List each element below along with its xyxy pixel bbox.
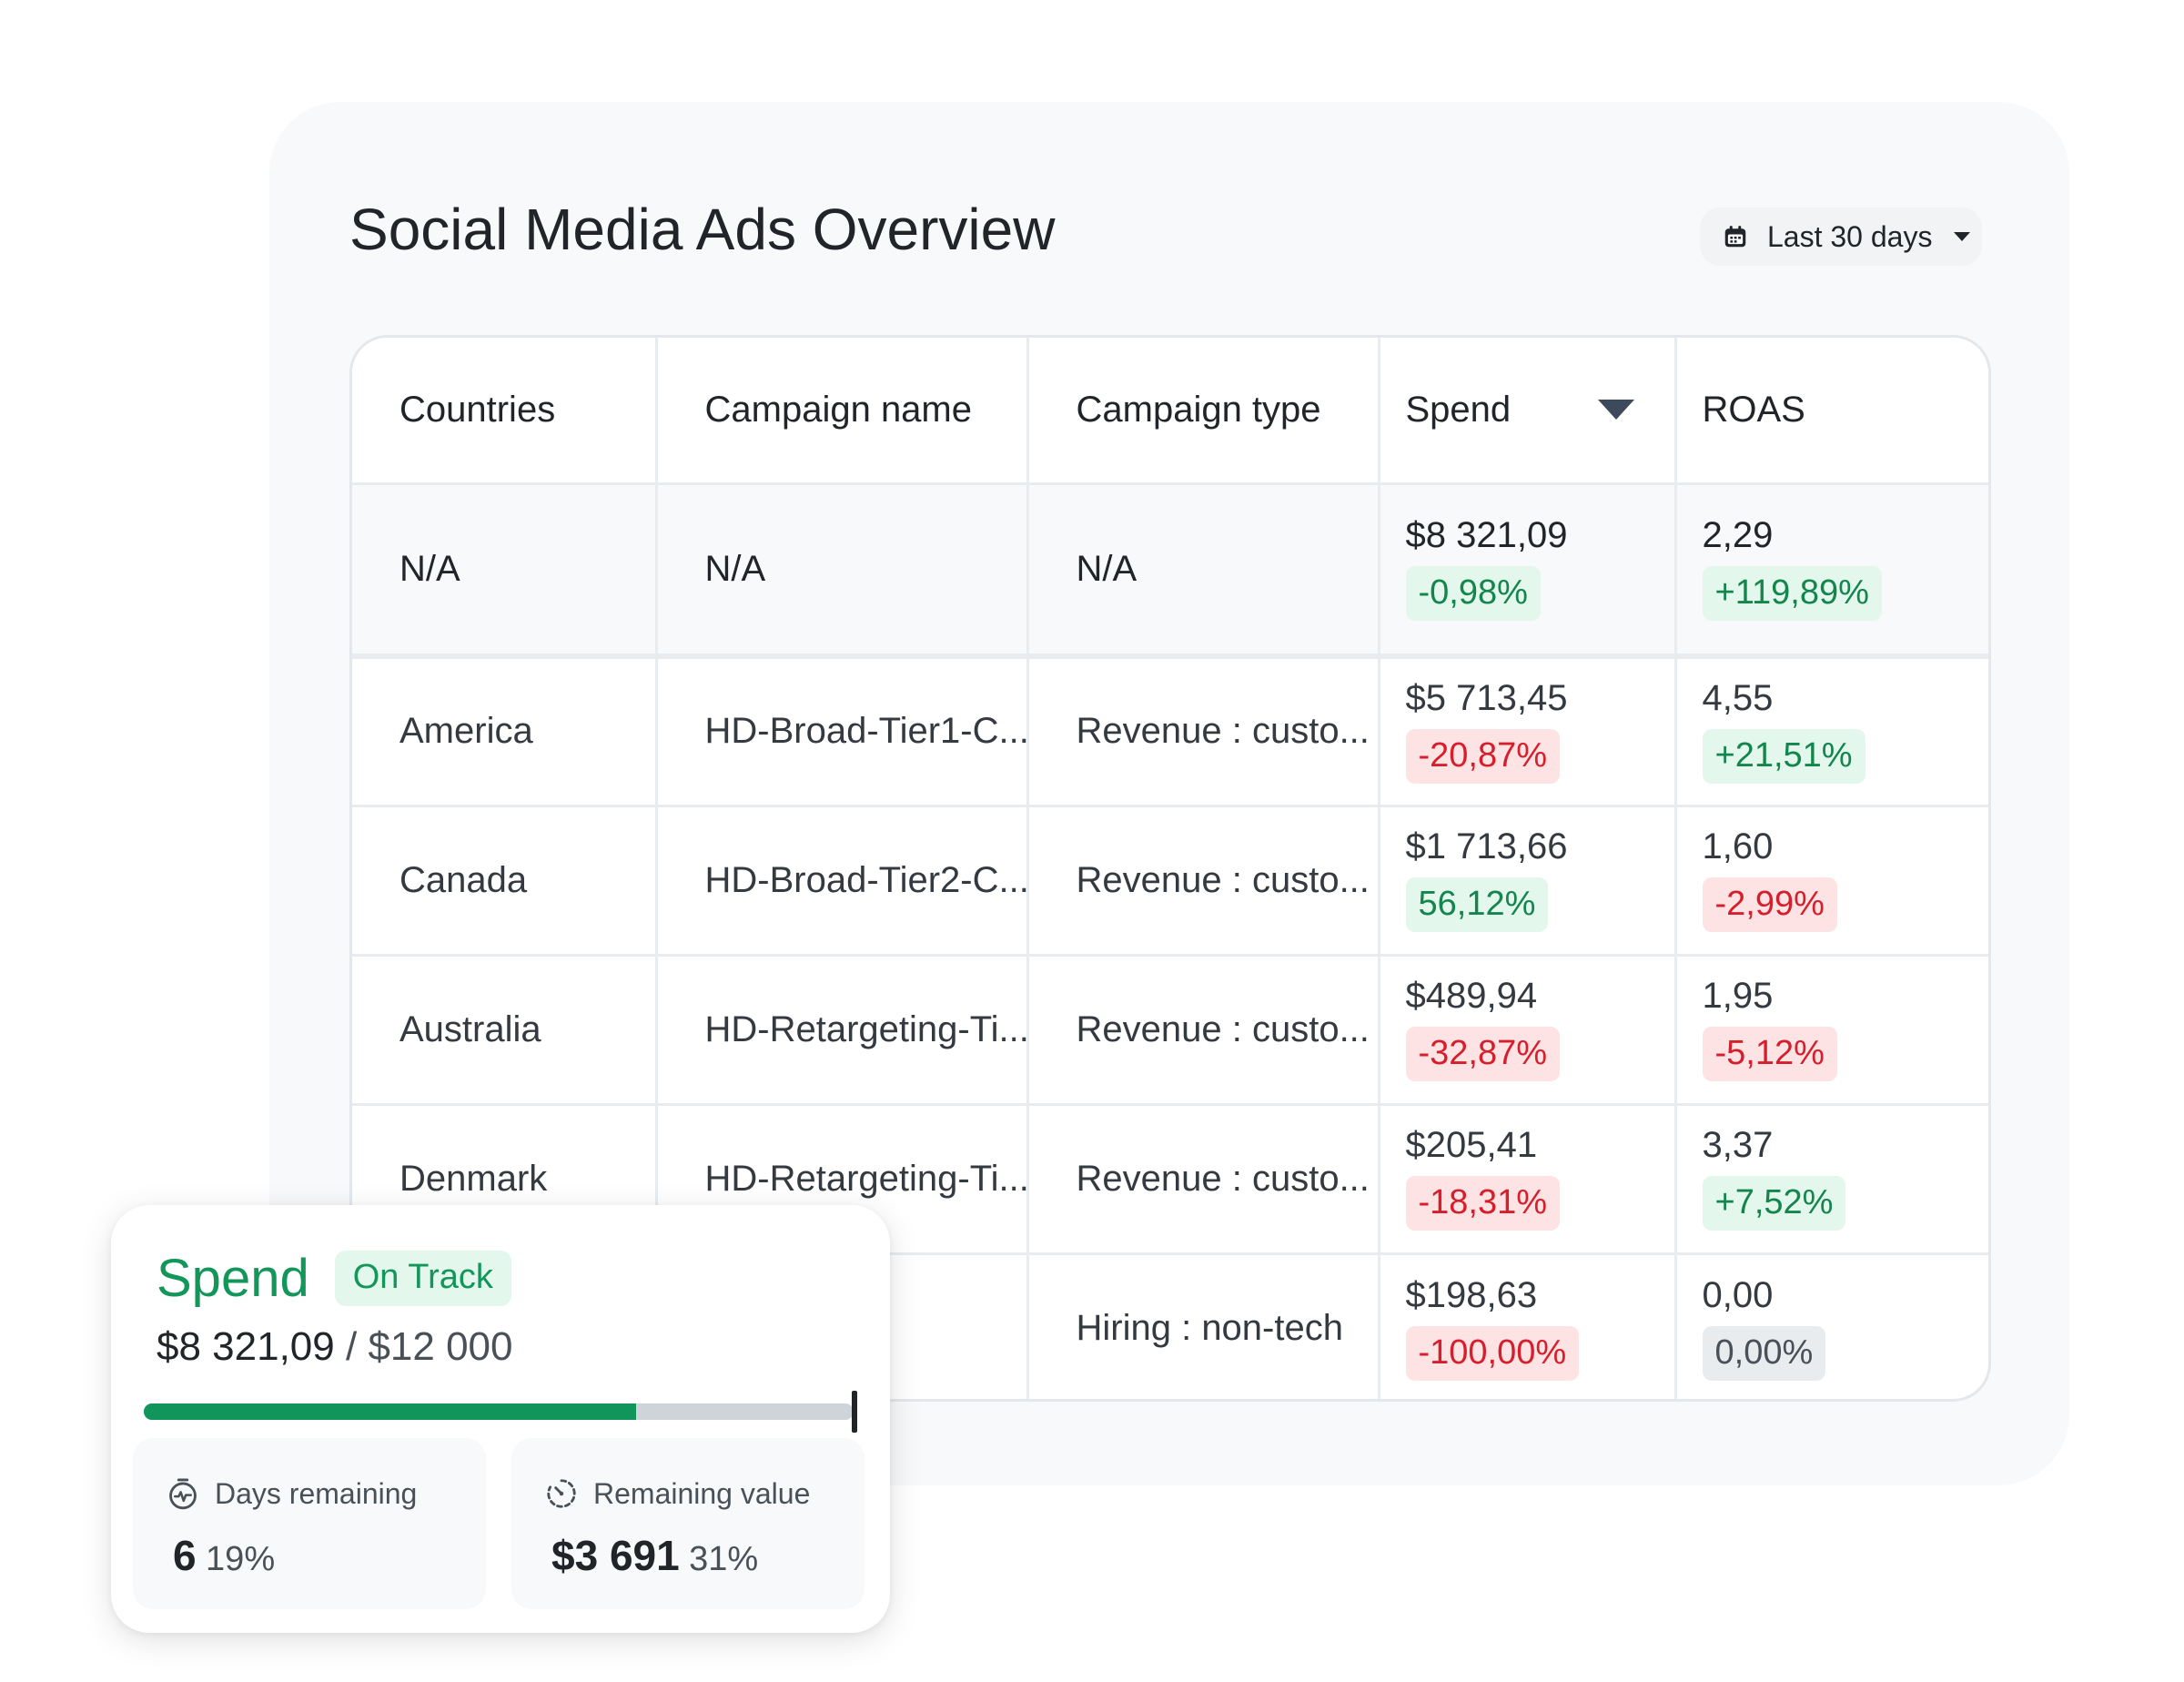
total-campaign-name: N/A xyxy=(656,483,1029,659)
total-roas-change-badge: +119,89% xyxy=(1702,566,1882,622)
budget-target-marker xyxy=(852,1391,857,1433)
table-header-row: Countries Campaign name Campaign type Sp… xyxy=(352,338,1988,485)
campaign-name-cell: HD-Retargeting-Ti... xyxy=(656,955,1029,1106)
total-country: N/A xyxy=(352,483,658,659)
spend-title-row: Spend On Track xyxy=(157,1251,511,1306)
days-remaining-header: Days remaining xyxy=(166,1476,417,1511)
roas-value: 1,60 xyxy=(1702,826,1774,866)
total-spend-change-badge: -0,98% xyxy=(1405,566,1541,622)
roas-value: 1,95 xyxy=(1702,976,1774,1016)
remaining-value-box: Remaining value $3 691 31% xyxy=(511,1438,864,1609)
roas-cell: 1,60 -2,99% xyxy=(1675,806,1988,957)
spend-value: $1 713,66 xyxy=(1405,826,1568,866)
roas-value: 3,37 xyxy=(1702,1125,1774,1165)
sort-descending-icon[interactable] xyxy=(1597,400,1634,420)
total-campaign-type: N/A xyxy=(1027,483,1380,659)
date-range-dropdown[interactable]: Last 30 days xyxy=(1700,208,1982,266)
overview-panel: Social Media Ads Overview Last 30 days xyxy=(269,102,2069,1485)
days-remaining-value: 6 xyxy=(173,1532,197,1579)
calendar-icon xyxy=(1724,226,1746,248)
table-row[interactable]: America HD-Broad-Tier1-C... Revenue : cust… xyxy=(352,656,1988,807)
campaign-type-cell: Revenue : custo... xyxy=(1027,656,1380,807)
total-roas-value: 2,29 xyxy=(1702,515,1774,556)
roas-value: 4,55 xyxy=(1702,677,1774,718)
caret-down-icon xyxy=(1954,232,1971,241)
spend-value: $205,41 xyxy=(1405,1125,1538,1165)
remaining-value-percent: 31% xyxy=(689,1540,759,1578)
campaign-type-cell: Revenue : custo... xyxy=(1027,806,1380,957)
roas-cell: 3,37 +7,52% xyxy=(1675,1104,1988,1255)
spend-budget-value: $12 000 xyxy=(368,1324,513,1369)
campaign-table: Countries Campaign name Campaign type Sp… xyxy=(349,335,1991,1402)
remaining-value-values: $3 691 31% xyxy=(551,1535,758,1576)
campaign-type-cell: Revenue : custo... xyxy=(1027,1104,1380,1255)
days-remaining-percent: 19% xyxy=(206,1540,276,1578)
total-row: N/A N/A N/A $8 321,09 -0,98% 2,29 +119,8… xyxy=(352,483,1988,659)
timer-icon xyxy=(547,1479,576,1508)
remaining-value-label: Remaining value xyxy=(593,1476,811,1510)
spend-cell: $489,94 -32,87% xyxy=(1379,955,1677,1106)
roas-cell: 4,55 +21,51% xyxy=(1675,656,1988,807)
campaign-type-cell: Hiring : non-tech xyxy=(1027,1253,1380,1399)
days-remaining-values: 6 19% xyxy=(173,1535,275,1576)
spend-cell: $198,63 -100,00% xyxy=(1379,1253,1677,1399)
spend-value: $489,94 xyxy=(1405,976,1538,1016)
roas-change-badge: 0,00% xyxy=(1702,1325,1826,1381)
spend-cell: $5 713,45 -20,87% xyxy=(1379,656,1677,807)
spend-progress-bar xyxy=(144,1391,857,1433)
total-spend-value: $8 321,09 xyxy=(1405,515,1568,556)
status-badge: On Track xyxy=(334,1251,511,1306)
date-range-label: Last 30 days xyxy=(1767,219,1933,253)
column-header-spend[interactable]: Spend xyxy=(1379,338,1677,485)
country-cell: America xyxy=(352,656,658,807)
remaining-value-amount: $3 691 xyxy=(551,1532,680,1579)
column-header-campaign-name[interactable]: Campaign name xyxy=(656,338,1029,485)
column-header-roas[interactable]: ROAS xyxy=(1675,338,1988,485)
spend-budget-card[interactable]: Spend On Track $8 321,09 / $12 000 Days … xyxy=(111,1205,890,1633)
days-remaining-label: Days remaining xyxy=(215,1476,418,1510)
spend-value: $198,63 xyxy=(1405,1274,1538,1315)
days-remaining-box: Days remaining 6 19% xyxy=(133,1438,486,1609)
column-header-campaign-type[interactable]: Campaign type xyxy=(1027,338,1380,485)
country-cell: Canada xyxy=(352,806,658,957)
spend-progress-fill xyxy=(144,1403,636,1420)
spend-change-badge: 56,12% xyxy=(1405,877,1549,932)
roas-change-badge: -5,12% xyxy=(1702,1027,1837,1081)
spend-cell: $1 713,66 56,12% xyxy=(1379,806,1677,957)
roas-change-badge: -2,99% xyxy=(1702,877,1837,932)
table-row[interactable]: Denmark HD-Retargeting-Ti... Revenue : cus… xyxy=(352,1104,1988,1255)
roas-cell: 0,00 0,00% xyxy=(1675,1253,1988,1399)
spend-value: $5 713,45 xyxy=(1405,677,1568,718)
spend-change-badge: -32,87% xyxy=(1405,1027,1561,1081)
total-roas-cell: 2,29 +119,89% xyxy=(1675,483,1988,659)
page-title: Social Media Ads Overview xyxy=(349,197,1056,262)
spend-change-badge: -20,87% xyxy=(1405,728,1561,784)
remaining-value-header: Remaining value xyxy=(544,1476,810,1511)
spend-cell: $205,41 -18,31% xyxy=(1379,1104,1677,1255)
roas-change-badge: +7,52% xyxy=(1702,1176,1846,1231)
stopwatch-icon xyxy=(169,1478,197,1510)
roas-cell: 1,95 -5,12% xyxy=(1675,955,1988,1106)
roas-value: 0,00 xyxy=(1702,1274,1774,1315)
spend-change-badge: -18,31% xyxy=(1405,1176,1561,1231)
spend-amounts: $8 321,09 / $12 000 xyxy=(157,1327,513,1367)
total-spend-cell: $8 321,09 -0,98% xyxy=(1379,483,1677,659)
spend-current-value: $8 321,09 xyxy=(157,1324,335,1369)
campaign-name-cell: HD-Broad-Tier2-C... xyxy=(656,806,1029,957)
table-row[interactable]: Australia HD-Retargeting-Ti... Revenue : c… xyxy=(352,955,1988,1106)
campaign-name-cell: HD-Broad-Tier1-C... xyxy=(656,656,1029,807)
roas-change-badge: +21,51% xyxy=(1702,728,1866,784)
spend-card-title: Spend xyxy=(157,1248,309,1308)
column-header-countries[interactable]: Countries xyxy=(352,338,658,485)
spend-change-badge: -100,00% xyxy=(1405,1325,1580,1381)
campaign-type-cell: Revenue : custo... xyxy=(1027,955,1380,1106)
table-row[interactable]: Canada HD-Broad-Tier2-C... Revenue : custo… xyxy=(352,806,1988,957)
spend-separator: / xyxy=(334,1324,369,1369)
country-cell: Australia xyxy=(352,955,658,1106)
